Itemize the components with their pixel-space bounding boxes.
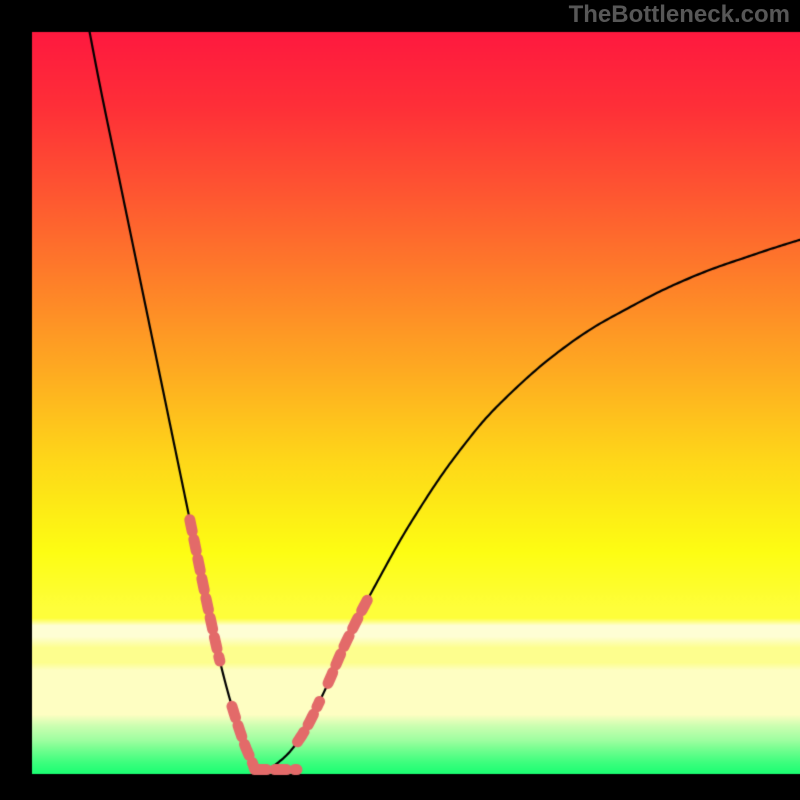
- watermark-text: TheBottleneck.com: [569, 1, 790, 29]
- bottleneck-curve-chart: [0, 0, 800, 800]
